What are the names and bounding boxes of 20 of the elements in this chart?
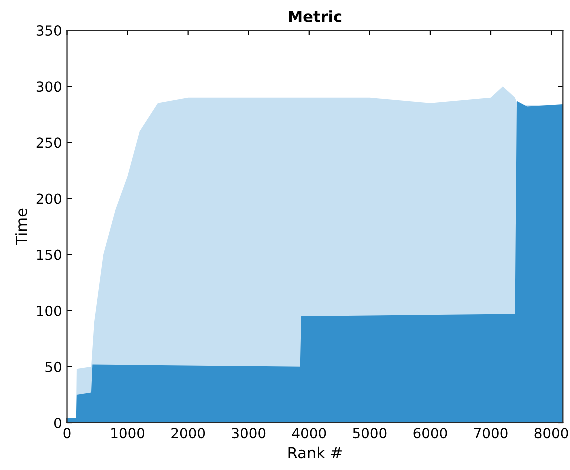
x-tick-label: 2000 <box>172 428 206 439</box>
y-tick-label: 200 <box>36 194 62 204</box>
chart-title: Metric <box>289 10 342 22</box>
y-axis-title: Time <box>16 208 28 246</box>
x-tick-label: 0 <box>64 428 71 439</box>
y-tick-label: 100 <box>37 306 62 316</box>
y-tick-label: 150 <box>37 250 62 260</box>
x-tick-label: 4000 <box>292 428 326 439</box>
x-tick-label: 7000 <box>474 428 508 439</box>
y-tick-label: 300 <box>36 82 62 92</box>
x-tick-label: 8000 <box>534 428 568 439</box>
y-tick-label: 50 <box>46 362 62 372</box>
x-tick-label: 5000 <box>353 428 387 439</box>
y-tick-label: 250 <box>36 138 62 148</box>
x-tick-label: 6000 <box>414 428 448 439</box>
y-tick-label: 350 <box>36 26 62 36</box>
x-tick-label: 3000 <box>232 428 266 439</box>
x-axis-title: Rank # <box>288 446 342 459</box>
y-tick-label: 0 <box>54 418 62 428</box>
x-tick-label: 1000 <box>112 428 145 439</box>
